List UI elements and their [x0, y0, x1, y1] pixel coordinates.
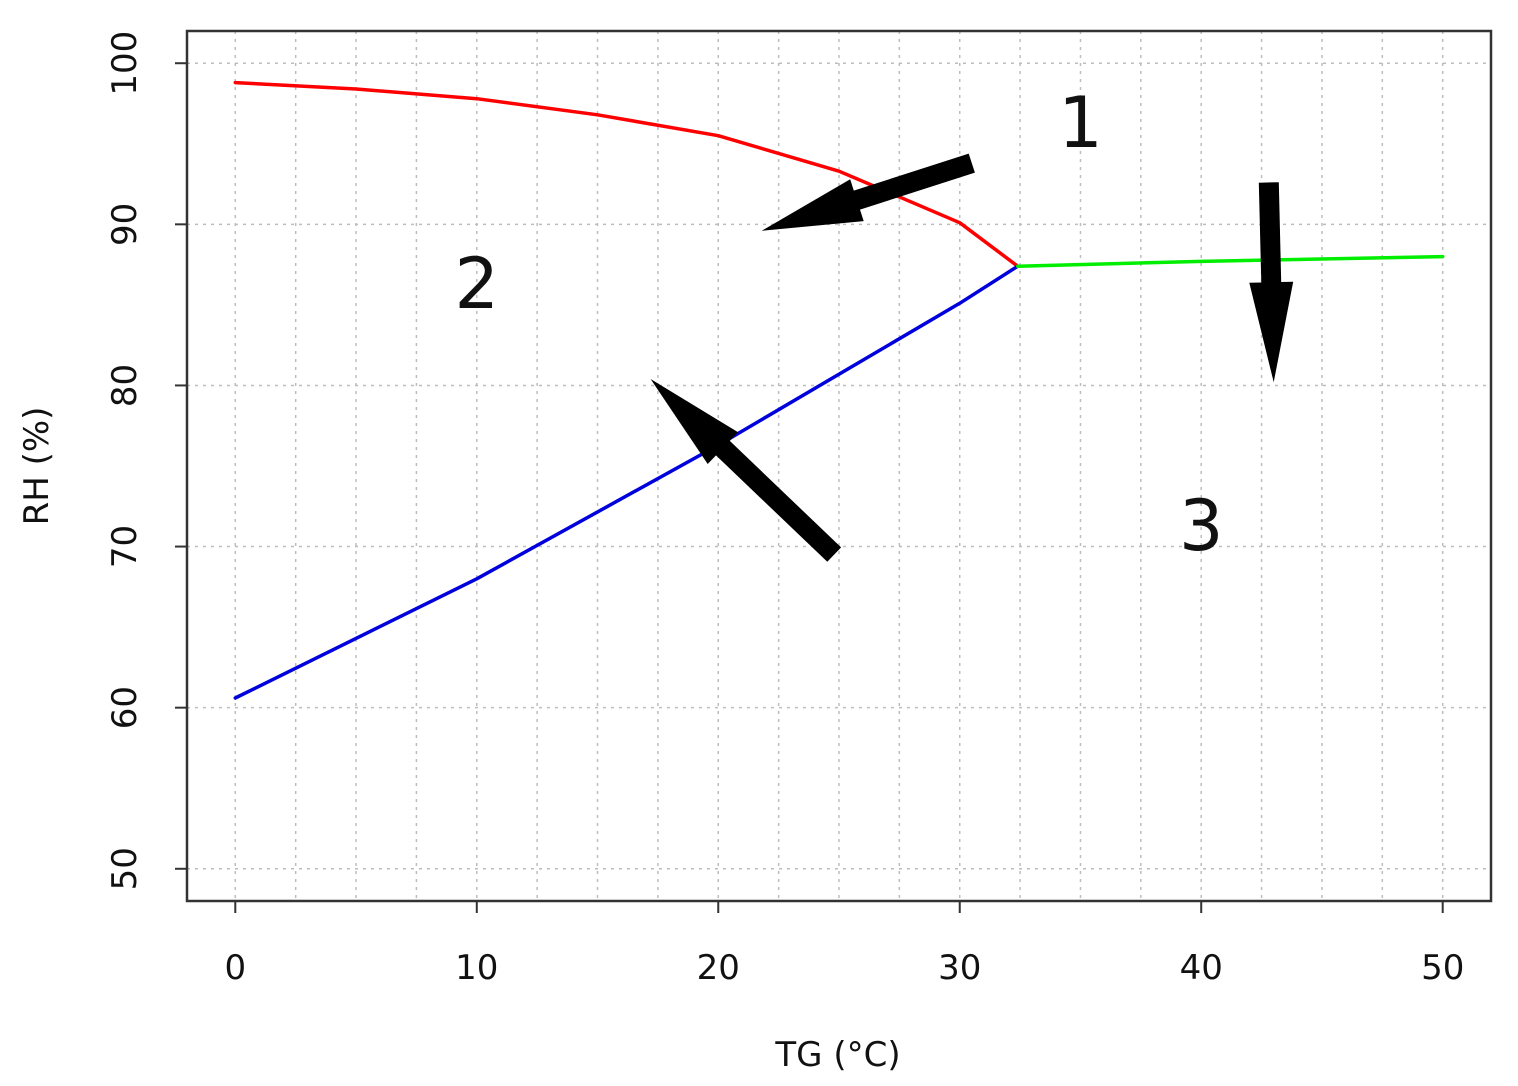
arrow-1	[761, 153, 975, 231]
x-tick-label: 50	[1421, 948, 1464, 988]
arrow-3	[1249, 182, 1294, 383]
axis-layer: 0 10 20 30 40 50 50 60 70 80 90 100	[105, 31, 1464, 988]
y-tick-label: 50	[105, 847, 145, 890]
x-tick-label: 30	[938, 948, 981, 988]
x-tick-label: 20	[697, 948, 740, 988]
series-line-3	[1015, 254, 1445, 268]
region-label-3: 3	[1179, 485, 1224, 567]
series-layer	[233, 80, 1445, 700]
plot-frame	[185, 29, 1493, 903]
y-tick-label: 60	[105, 686, 145, 729]
y-tick-label: 90	[105, 203, 145, 246]
region-label-2: 2	[455, 243, 500, 325]
x-axis-title: TG (°C)	[774, 1035, 900, 1075]
x-tick-label: 0	[224, 948, 246, 988]
grid-layer	[187, 31, 1491, 901]
annotation-layer: 1 2 3	[455, 82, 1224, 567]
series-line-2	[233, 264, 1020, 700]
y-tick-label: 100	[105, 31, 145, 96]
y-axis-title: RH (%)	[17, 407, 57, 526]
y-tick-label: 80	[105, 364, 145, 407]
series-line-1	[233, 80, 1020, 268]
arrow-layer	[650, 153, 1294, 562]
arrow-2	[650, 379, 842, 562]
y-tick-label: 70	[105, 525, 145, 568]
region-label-1: 1	[1058, 82, 1103, 164]
x-tick-label: 40	[1180, 948, 1223, 988]
x-tick-label: 10	[455, 948, 498, 988]
